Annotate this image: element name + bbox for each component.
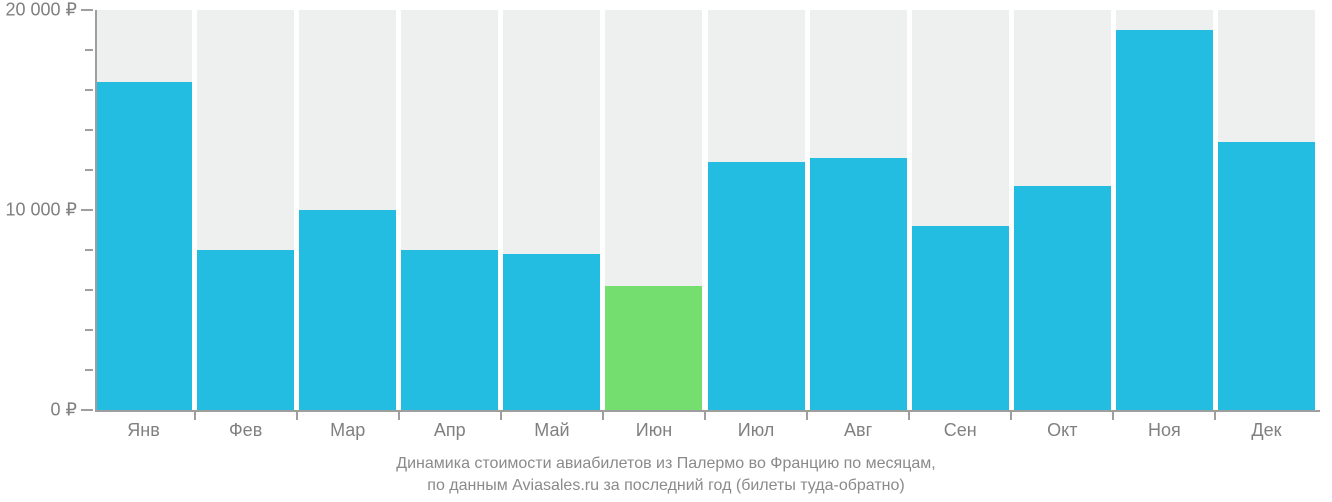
chart-bar [299,210,396,410]
x-axis-label: Мар [330,420,365,441]
chart-band [605,10,702,410]
chart-band [401,10,498,410]
y-minor-tick [85,129,93,131]
x-tick [1112,410,1114,420]
y-tick [81,9,93,11]
x-axis-label: Окт [1047,420,1077,441]
x-axis-label: Май [534,420,569,441]
chart-bar [197,250,294,410]
x-axis-label: Июл [738,420,775,441]
chart-band [1116,10,1213,410]
chart-band [912,10,1009,410]
chart-band [1014,10,1111,410]
chart-bar [810,158,907,410]
x-axis-label: Апр [434,420,466,441]
x-axis [95,410,1320,412]
x-axis-label: Фев [229,420,262,441]
x-tick [806,410,808,420]
y-minor-tick [85,249,93,251]
chart-caption-line-2: по данным Aviasales.ru за последний год … [0,477,1332,495]
x-tick [296,410,298,420]
chart-band [299,10,396,410]
x-tick [704,410,706,420]
price-chart: 0 ₽ 10 000 ₽ 20 000 ₽ Янв Фев Мар Апр Май Июн Ию… [0,0,1332,502]
y-minor-tick [85,329,93,331]
chart-bar [95,82,192,410]
y-minor-tick [85,89,93,91]
y-tick [81,209,93,211]
y-tick [81,409,93,411]
chart-caption-line-1: Динамика стоимости авиабилетов из Палерм… [0,455,1332,473]
chart-band [197,10,294,410]
x-axis-label: Дек [1251,420,1281,441]
chart-band [810,10,907,410]
chart-band [503,10,600,410]
chart-bar [401,250,498,410]
chart-bar [1218,142,1315,410]
x-tick [602,410,604,420]
chart-bar [605,286,702,410]
x-axis-label: Июн [636,420,672,441]
y-minor-tick [85,49,93,51]
y-minor-tick [85,169,93,171]
chart-bar [1116,30,1213,410]
x-tick [1214,410,1216,420]
y-minor-tick [85,369,93,371]
y-axis-label: 10 000 ₽ [5,200,77,221]
chart-band [708,10,805,410]
chart-band [1218,10,1315,410]
x-axis-label: Янв [127,420,160,441]
x-tick [194,410,196,420]
chart-bar [1014,186,1111,410]
chart-bar [503,254,600,410]
x-axis-label: Сен [944,420,977,441]
chart-bar [912,226,1009,410]
x-tick [1010,410,1012,420]
x-axis-label: Авг [844,420,872,441]
x-tick [908,410,910,420]
chart-bar [708,162,805,410]
y-axis-label: 20 000 ₽ [5,0,77,21]
chart-band [95,10,192,410]
x-axis-label: Ноя [1148,420,1181,441]
y-minor-tick [85,289,93,291]
y-axis-label: 0 ₽ [51,400,77,421]
x-tick [398,410,400,420]
y-axis [95,10,97,410]
x-tick [500,410,502,420]
plot-area [95,10,1320,410]
